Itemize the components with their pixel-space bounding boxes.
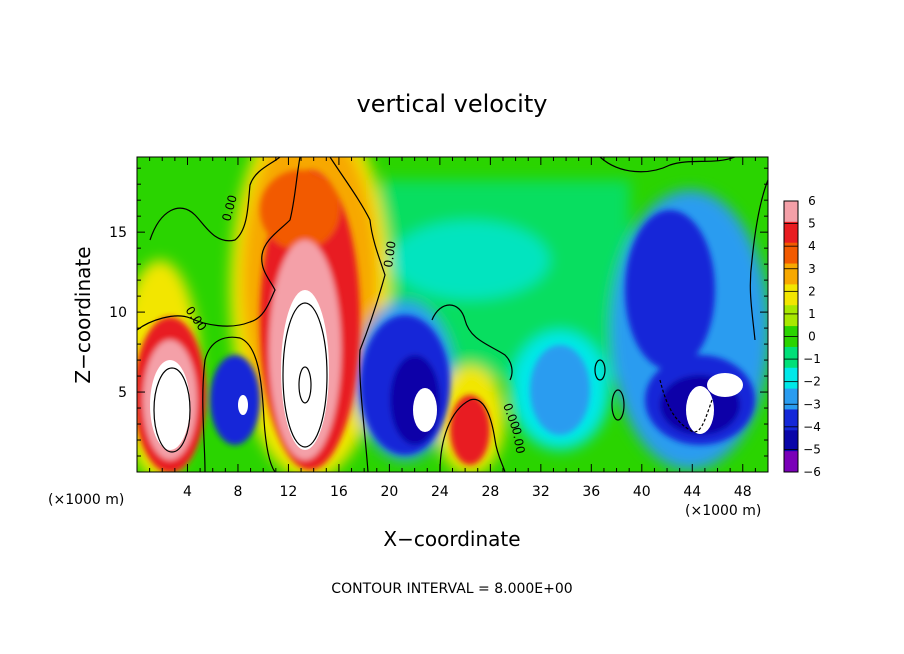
x-tick-label: 12	[280, 484, 298, 500]
cell-28-red	[450, 395, 490, 465]
contour-plume-core	[298, 366, 312, 404]
x-tick-label: 4	[183, 484, 192, 500]
colorbar-label: 3	[808, 262, 816, 276]
contour-zero-upper-left	[149, 157, 281, 242]
x-tick-label: 36	[582, 484, 600, 500]
x-axis-units-right: (×1000 m)	[685, 503, 761, 519]
colorbar-swatch	[784, 430, 798, 452]
contour-39-loop	[611, 389, 625, 421]
colorbar-label: 2	[808, 284, 816, 298]
colorbar-label: 6	[808, 194, 816, 208]
colorbar-swatch	[784, 367, 798, 390]
contour-label: 0.00	[219, 193, 239, 222]
colorbar-swatch	[784, 451, 798, 473]
colorbar: 6 5 4 3 2 1 0 −1 −2 −3 −4 −5 −6	[783, 194, 821, 479]
contour-zero-26	[431, 304, 513, 381]
colorbar-swatch	[784, 201, 798, 223]
contour-zero-right	[749, 179, 768, 341]
contour-zero-plume-right	[329, 157, 386, 472]
cell-44-blue	[625, 210, 715, 370]
contour-label: 0.00	[381, 240, 399, 268]
field-cyan-band	[390, 220, 550, 300]
patch-plume-white	[281, 290, 329, 450]
patch-44-white-a	[686, 386, 714, 434]
cell-32-blue	[530, 345, 590, 435]
colorbar-label: −6	[803, 465, 821, 479]
patch-left-white	[150, 360, 190, 450]
contour-lines	[137, 157, 768, 472]
x-tick-label: 16	[330, 484, 348, 500]
x-tick-label: 24	[431, 484, 449, 500]
contour-left-inner	[153, 367, 191, 453]
contour-plume-inner	[282, 302, 328, 448]
x-tick-label: 40	[633, 484, 651, 500]
y-tick-label: 5	[118, 385, 127, 401]
y-tick-label: 10	[109, 305, 127, 321]
contour-zero-left	[137, 157, 301, 331]
colorbar-label: 0	[808, 330, 816, 344]
contour-interval-note: CONTOUR INTERVAL = 8.000E+00	[331, 581, 572, 597]
cell-plume-top	[260, 170, 340, 250]
x-tick-label: 44	[683, 484, 701, 500]
contour-zero-28	[439, 398, 506, 472]
chart-title: vertical velocity	[357, 90, 548, 118]
y-tick-label: 15	[109, 225, 127, 241]
colorbar-label: −1	[803, 352, 821, 366]
colorbar-swatch	[784, 305, 798, 327]
x-tick-label: 32	[532, 484, 550, 500]
colorbar-label: 4	[808, 239, 816, 253]
x-tick-label: 48	[734, 484, 752, 500]
contour-zero-top-right	[599, 157, 736, 173]
colorbar-swatch	[784, 388, 798, 410]
patch-20-white	[413, 388, 437, 432]
contour-44-dashed	[659, 379, 713, 433]
colorbar-label: −3	[803, 397, 821, 411]
colorbar-swatch	[784, 221, 798, 244]
patch-8-white	[238, 395, 248, 415]
colorbar-swatch	[784, 284, 798, 306]
contour-zero-left-inner	[202, 336, 276, 472]
heatmap-field: 0.00 0.00 0.00 0.00 0.00	[137, 157, 768, 472]
x-tick-label: 20	[380, 484, 398, 500]
contour-label: 0.00	[509, 426, 527, 455]
colorbar-swatch	[784, 346, 798, 369]
colorbar-label: −4	[803, 420, 821, 434]
y-axis: 5 10 15	[109, 167, 768, 457]
x-tick-label: 28	[481, 484, 499, 500]
y-axis-label: Z−coordinate	[71, 246, 95, 383]
colorbar-swatch	[784, 409, 798, 431]
patch-44-white-b	[707, 373, 743, 397]
x-tick-label: 8	[233, 484, 242, 500]
colorbar-label: 1	[808, 307, 816, 321]
x-axis-label: X−coordinate	[383, 527, 520, 551]
colorbar-swatch	[784, 263, 798, 285]
colorbar-label: −2	[803, 375, 821, 389]
x-axis-units-left: (×1000 m)	[48, 492, 124, 508]
x-axis: 4 8 12 16 20 24 28 32 36 40 44 48	[149, 157, 756, 500]
colorbar-label: −5	[803, 442, 821, 456]
contour-35-loop	[594, 359, 606, 381]
cell-8-blue	[210, 355, 260, 445]
colorbar-swatch	[784, 242, 798, 265]
colorbar-label: 5	[808, 217, 816, 231]
